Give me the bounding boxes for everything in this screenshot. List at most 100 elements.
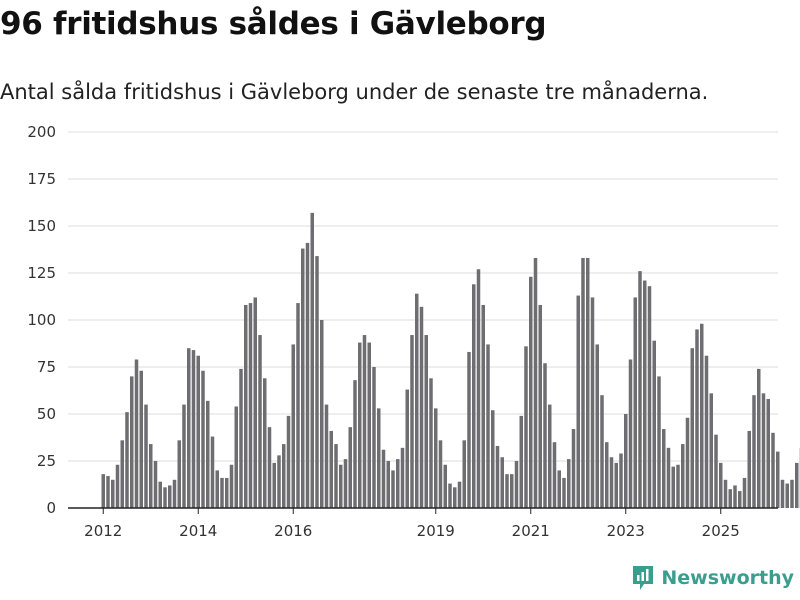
bar <box>405 389 409 508</box>
bar <box>690 348 694 508</box>
bar <box>647 286 652 508</box>
bar <box>481 304 485 508</box>
bar <box>272 462 276 508</box>
bar <box>780 479 785 508</box>
bar <box>505 474 509 508</box>
bar <box>776 451 780 508</box>
bar <box>301 248 305 508</box>
bar <box>633 297 637 508</box>
bar <box>624 414 628 508</box>
bar <box>700 323 704 508</box>
bar <box>253 297 257 508</box>
bar <box>557 470 561 508</box>
bar <box>210 436 215 508</box>
bar <box>424 335 428 508</box>
y-tick-label: 100 <box>27 311 56 329</box>
bar <box>168 485 172 508</box>
bar <box>486 344 490 508</box>
bar <box>495 445 500 508</box>
bar <box>576 295 580 508</box>
bar <box>391 470 395 508</box>
y-tick-label: 0 <box>46 499 56 517</box>
bar <box>605 442 609 508</box>
bar <box>206 400 210 508</box>
bar <box>676 464 680 508</box>
bar <box>358 342 362 508</box>
bar <box>638 271 642 508</box>
bar <box>510 474 514 508</box>
y-tick-label: 150 <box>27 217 56 235</box>
y-tick-label: 200 <box>27 123 56 141</box>
bar <box>443 464 447 508</box>
bar <box>728 489 732 508</box>
bar <box>234 406 238 508</box>
y-tick-label: 25 <box>37 452 56 470</box>
bar <box>581 257 585 508</box>
y-tick-label: 175 <box>27 170 56 188</box>
bar <box>125 412 129 508</box>
bar <box>742 477 747 508</box>
bar <box>419 306 424 508</box>
bar <box>448 483 452 508</box>
bar <box>438 440 443 508</box>
bar <box>353 380 357 508</box>
bar <box>343 459 348 508</box>
bar <box>410 335 414 508</box>
bar <box>396 459 400 508</box>
bar <box>752 395 756 508</box>
bar <box>609 457 614 508</box>
bar <box>163 487 167 508</box>
bar <box>134 359 139 508</box>
bar <box>785 483 789 508</box>
bar <box>196 355 200 508</box>
bar <box>429 378 433 508</box>
bar <box>457 481 462 508</box>
bar <box>324 404 329 508</box>
bar <box>229 464 234 508</box>
bar <box>286 415 291 508</box>
bar <box>220 477 224 508</box>
y-tick-label: 75 <box>37 358 56 376</box>
bar <box>377 408 381 508</box>
bar <box>386 461 390 508</box>
bar <box>310 212 314 508</box>
bar <box>590 297 595 508</box>
bar <box>291 344 295 508</box>
newsworthy-brand[interactable]: Newsworthy <box>631 564 794 592</box>
bar <box>747 430 751 508</box>
bar <box>130 376 134 508</box>
bar <box>529 276 533 508</box>
bar <box>187 348 191 508</box>
bar <box>733 485 737 508</box>
bar <box>315 256 319 508</box>
bar <box>111 479 115 508</box>
bar <box>149 444 153 508</box>
newsworthy-logo-icon <box>633 566 654 590</box>
x-tick-label: 2021 <box>512 522 550 540</box>
bar <box>367 342 371 508</box>
bar <box>491 410 495 508</box>
bar <box>263 378 267 508</box>
bar <box>476 269 481 508</box>
bar <box>538 304 542 508</box>
bar <box>662 429 666 508</box>
bar <box>372 367 376 508</box>
bar <box>282 444 286 508</box>
bar <box>472 284 476 508</box>
bar <box>467 351 471 508</box>
bar <box>462 440 466 508</box>
bar <box>548 404 552 508</box>
bar <box>628 359 633 508</box>
bar <box>153 461 158 508</box>
bar <box>244 304 248 508</box>
bar <box>681 444 685 508</box>
bar <box>657 376 661 508</box>
bar <box>552 442 557 508</box>
bar <box>158 481 162 508</box>
x-tick-label: 2025 <box>702 522 740 540</box>
bar <box>296 303 300 508</box>
bar <box>172 479 177 508</box>
bar <box>795 462 799 508</box>
bar <box>144 404 148 508</box>
